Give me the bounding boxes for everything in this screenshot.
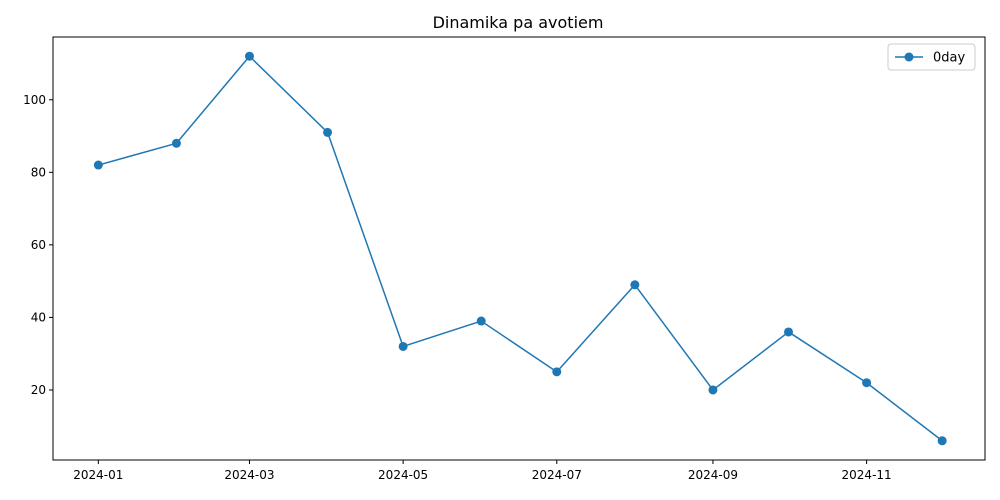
data-point — [784, 327, 794, 337]
data-point — [398, 341, 408, 351]
data-point — [708, 385, 718, 395]
x-tick-label: 2024-07 — [532, 468, 582, 482]
x-tick-label: 2024-03 — [224, 468, 274, 482]
data-point — [244, 51, 254, 61]
y-tick-label: 60 — [31, 238, 46, 252]
data-point — [171, 138, 181, 148]
y-axis: 20 40 60 80 100 — [23, 93, 53, 397]
series-line-0day — [98, 55, 943, 442]
x-tick-label: 2024-11 — [842, 468, 892, 482]
data-point — [476, 316, 486, 326]
x-axis: 2024-01 2024-03 2024-05 2024-07 2024-09 2024-… — [73, 460, 892, 482]
legend-marker-swatch — [904, 52, 914, 62]
data-point — [630, 280, 640, 290]
y-tick-label: 40 — [31, 310, 46, 324]
legend-label: 0day — [933, 51, 965, 66]
data-point — [862, 378, 872, 388]
series-layer — [93, 51, 947, 446]
legend: 0day — [887, 43, 976, 71]
legend-box — [887, 43, 976, 71]
y-tick-label: 20 — [31, 383, 46, 397]
plot-area-frame — [52, 36, 986, 461]
y-tick-label: 80 — [31, 165, 46, 179]
data-point — [937, 436, 947, 446]
chart-title: Dinamika pa avotiem — [433, 13, 604, 32]
x-tick-label: 2024-09 — [688, 468, 738, 482]
y-tick-label: 100 — [23, 93, 46, 107]
data-point — [552, 367, 562, 377]
x-tick-label: 2024-05 — [378, 468, 428, 482]
data-point — [93, 160, 103, 170]
data-point — [323, 127, 333, 137]
x-tick-label: 2024-01 — [73, 468, 123, 482]
